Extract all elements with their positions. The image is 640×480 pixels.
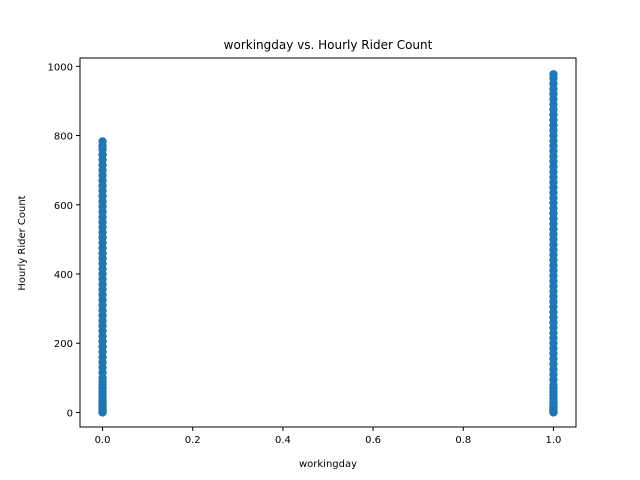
y-tick-label: 400 [54,270,73,281]
data-point [98,137,107,146]
x-tick-label: 0.0 [95,435,111,446]
y-tick-label: 200 [54,339,73,350]
y-tick-label: 0 [67,408,73,419]
plot-area-frame [79,57,577,428]
x-tick-label: 0.6 [365,435,381,446]
y-tick-label: 1000 [48,62,73,73]
y-tick-label: 800 [54,132,73,143]
data-point [549,70,558,79]
x-axis: 0.0 0.2 0.4 0.6 0.8 1.0 [95,427,562,446]
x-axis-label: workingday [299,459,357,470]
chart-title: workingday vs. Hourly Rider Count [224,38,433,52]
x-tick-label: 0.4 [275,435,291,446]
y-tick-label: 600 [54,201,73,212]
y-axis-label: Hourly Rider Count [17,195,28,290]
points-layer [98,70,558,417]
x-tick-label: 1.0 [546,435,562,446]
y-axis: 0 200 400 600 800 1000 [48,62,80,419]
x-tick-label: 0.8 [455,435,471,446]
x-tick-label: 0.2 [185,435,201,446]
